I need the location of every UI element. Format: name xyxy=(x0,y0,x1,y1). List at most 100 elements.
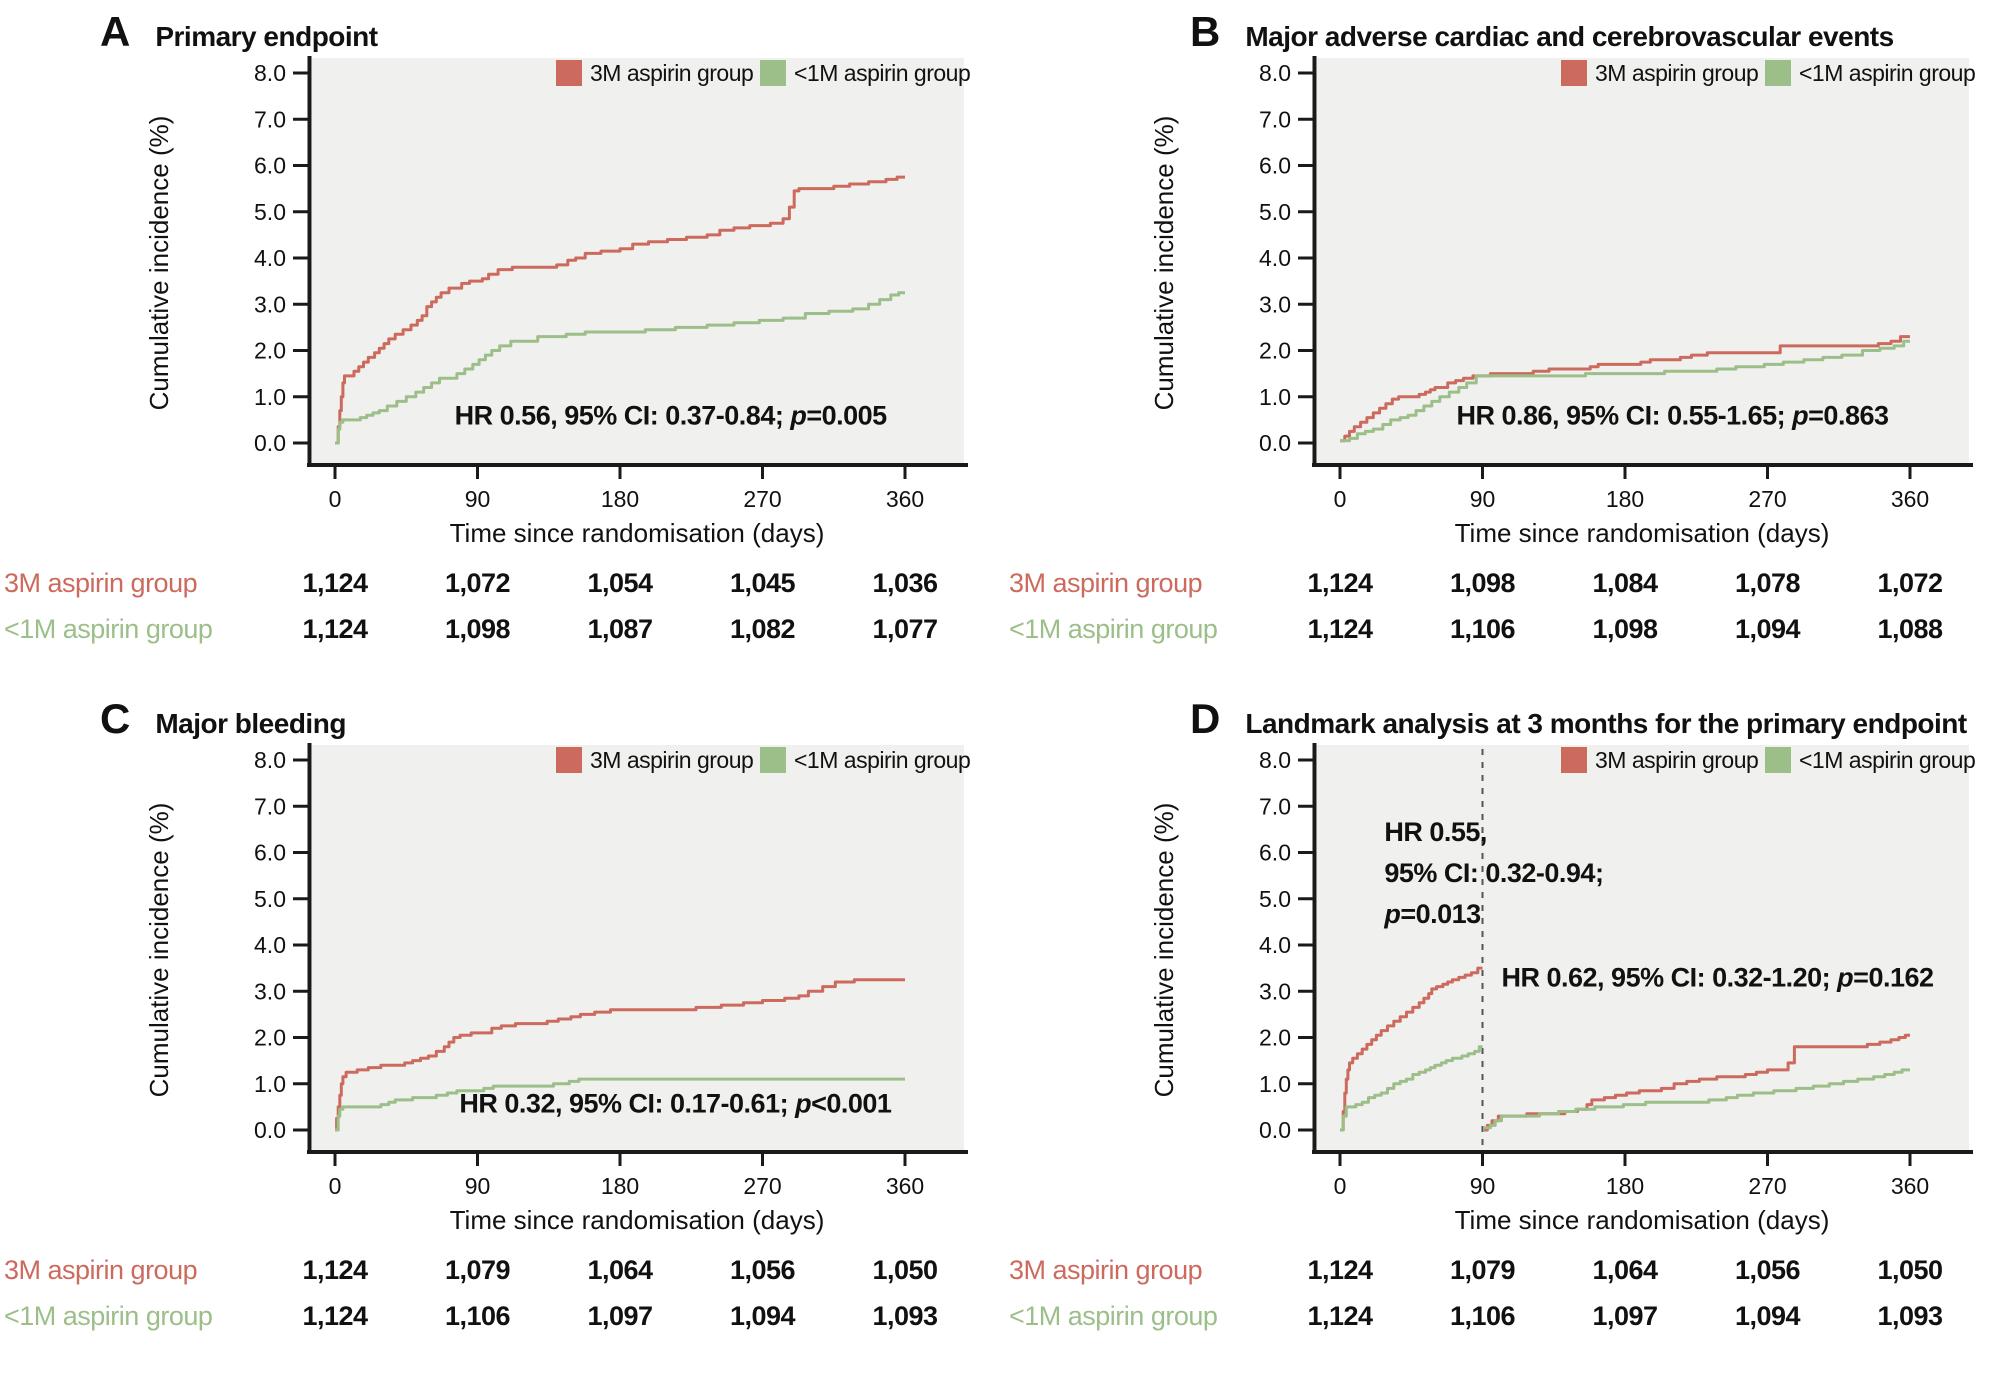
legend-swatch-3m xyxy=(556,747,582,773)
x-tick-label: 90 xyxy=(465,1173,491,1199)
risk-count: 1,106 xyxy=(444,1301,511,1331)
legend-swatch-3m xyxy=(1561,60,1587,86)
risk-row: <1M aspirin group 1,124 1,098 1,087 1,082 1,0… xyxy=(0,606,1004,652)
x-tick-label: 90 xyxy=(1470,1173,1496,1199)
legend-label: 3M aspirin group xyxy=(1595,60,1758,86)
hr-annotation: HR 0.32, 95% CI: 0.17-0.61; p<0.001 xyxy=(459,1088,891,1118)
risk-count: 1,124 xyxy=(1307,614,1373,644)
panel-title: Major adverse cardiac and cerebrovascula… xyxy=(1245,21,1894,52)
y-axis-label: Cumulative incidence (%) xyxy=(144,803,174,1098)
lt1m-aspirin-pre-landmark-curve xyxy=(1340,1045,1483,1132)
km-plot: 0.0 1.0 2.0 3.0 4.0 5.0 6.0 7.0 8.0 0 90 180 270 360 C… xyxy=(144,56,971,548)
x-tick-label: 360 xyxy=(886,1173,924,1199)
y-tick-label: 5.0 xyxy=(254,886,286,912)
risk-count: 1,077 xyxy=(872,614,938,644)
x-tick-label: 90 xyxy=(1470,486,1496,512)
risk-count: 1,124 xyxy=(302,1255,368,1285)
lt1m-aspirin-post-landmark-curve xyxy=(1484,1068,1910,1130)
y-axis-label: Cumulative incidence (%) xyxy=(1149,116,1179,411)
y-tick-label: 2.0 xyxy=(254,338,286,364)
hr-annotation: p=0.013 xyxy=(1383,899,1481,929)
y-tick-label: 4.0 xyxy=(1259,932,1291,958)
risk-count: 1,106 xyxy=(1449,1301,1516,1331)
y-tick-label: 5.0 xyxy=(254,199,286,225)
risk-count: 1,064 xyxy=(1592,1255,1658,1285)
risk-row: <1M aspirin group 1,124 1,106 1,098 1,094 1,0… xyxy=(1005,606,2009,652)
plot-background xyxy=(1317,745,1969,1150)
y-axis-label: Cumulative incidence (%) xyxy=(1149,803,1179,1098)
panel-letter: D xyxy=(1190,695,1220,742)
risk-count: 1,064 xyxy=(587,1255,653,1285)
risk-count: 1,094 xyxy=(1734,614,1801,644)
risk-count: 1,082 xyxy=(729,614,796,644)
risk-count: 1,072 xyxy=(444,568,511,598)
hr-annotation: 95% CI: 0.32-0.94; xyxy=(1384,858,1603,888)
risk-group-label: 3M aspirin group xyxy=(4,1255,198,1285)
x-tick-label: 270 xyxy=(1748,1173,1786,1199)
panel-title: Major bleeding xyxy=(155,708,346,739)
3m-aspirin-post-landmark-curve xyxy=(1484,1033,1910,1132)
panel-header: D Landmark analysis at 3 months for the … xyxy=(1190,695,1967,743)
risk-count: 1,050 xyxy=(872,1255,938,1285)
plot-background xyxy=(312,58,964,463)
risk-group-label: 3M aspirin group xyxy=(1009,1255,1203,1285)
legend-swatch-3m xyxy=(1561,747,1587,773)
y-tick-label: 3.0 xyxy=(254,978,286,1004)
y-tick-label: 6.0 xyxy=(254,153,286,179)
panel-a-primary-endpoint: A Primary endpoint 0.0 1.0 2.0 3.0 4.0 5.0 6.0… xyxy=(0,0,1004,687)
legend-label: <1M aspirin group xyxy=(1799,60,1975,86)
risk-count: 1,084 xyxy=(1592,568,1658,598)
y-tick-label: 4.0 xyxy=(254,932,286,958)
risk-count: 1,098 xyxy=(1449,568,1516,598)
legend-label: 3M aspirin group xyxy=(1595,747,1758,773)
risk-table: 3M aspirin group 1,124 1,079 1,064 1,056 1,05… xyxy=(1005,1247,2009,1339)
y-tick-label: 8.0 xyxy=(1259,747,1291,773)
y-tick-label: 0.0 xyxy=(1259,1117,1291,1143)
y-tick-label: 8.0 xyxy=(254,60,286,86)
km-plot: 0.0 1.0 2.0 3.0 4.0 5.0 6.0 7.0 8.0 0 90 180 270 360 C… xyxy=(1149,743,1976,1235)
3m-aspirin-curve xyxy=(335,978,905,1132)
x-tick-label: 90 xyxy=(465,486,491,512)
panel-d-landmark-analysis: D Landmark analysis at 3 months for the … xyxy=(1005,687,2009,1374)
y-tick-label: 0.0 xyxy=(254,1117,286,1143)
y-tick-label: 6.0 xyxy=(254,840,286,866)
y-tick-label: 7.0 xyxy=(254,793,286,819)
legend-swatch-lt1m xyxy=(760,747,786,773)
plot-background xyxy=(312,745,964,1150)
risk-count: 1,124 xyxy=(302,614,368,644)
hr-annotation: HR 0.56, 95% CI: 0.37-0.84; p=0.005 xyxy=(455,401,887,431)
legend-swatch-lt1m xyxy=(1765,60,1791,86)
risk-count: 1,094 xyxy=(729,1301,796,1331)
risk-count: 1,045 xyxy=(729,568,796,598)
x-tick-label: 270 xyxy=(743,1173,781,1199)
y-tick-label: 2.0 xyxy=(254,1025,286,1051)
lt1m-aspirin-curve xyxy=(335,291,905,445)
y-tick-label: 7.0 xyxy=(254,106,286,132)
km-plot: 0.0 1.0 2.0 3.0 4.0 5.0 6.0 7.0 8.0 0 90 180 270 360 C… xyxy=(144,743,971,1235)
y-tick-label: 0.0 xyxy=(254,430,286,456)
panel-letter: C xyxy=(100,695,130,742)
risk-count: 1,079 xyxy=(444,1255,511,1285)
risk-count: 1,088 xyxy=(1877,614,1943,644)
risk-table: 3M aspirin group 1,124 1,072 1,054 1,045 1,03… xyxy=(0,560,1004,652)
risk-row: <1M aspirin group 1,124 1,106 1,097 1,094 1,0… xyxy=(1005,1293,2009,1339)
y-tick-label: 3.0 xyxy=(1259,291,1291,317)
y-tick-label: 4.0 xyxy=(254,245,286,271)
x-tick-label: 360 xyxy=(886,486,924,512)
risk-group-label: 3M aspirin group xyxy=(4,568,198,598)
risk-count: 1,087 xyxy=(587,614,653,644)
hr-annotation: HR 0.55, xyxy=(1384,817,1487,847)
legend-label: 3M aspirin group xyxy=(590,747,753,773)
risk-count: 1,124 xyxy=(1307,568,1373,598)
x-axis-label: Time since randomisation (days) xyxy=(1455,518,1830,548)
risk-count: 1,050 xyxy=(1877,1255,1943,1285)
panel-title: Primary endpoint xyxy=(155,21,378,52)
x-tick-label: 0 xyxy=(329,1173,342,1199)
x-axis-label: Time since randomisation (days) xyxy=(1455,1205,1830,1235)
risk-count: 1,036 xyxy=(872,568,938,598)
risk-count: 1,106 xyxy=(1449,614,1516,644)
x-axis-label: Time since randomisation (days) xyxy=(450,1205,825,1235)
risk-table: 3M aspirin group 1,124 1,079 1,064 1,056 1,05… xyxy=(0,1247,1004,1339)
x-tick-label: 180 xyxy=(601,486,639,512)
x-tick-label: 360 xyxy=(1891,486,1929,512)
